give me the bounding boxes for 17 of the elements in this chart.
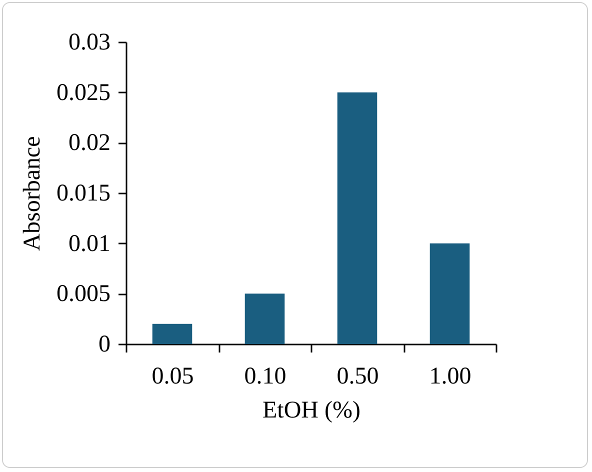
x-tick-label: 0.50: [336, 364, 379, 390]
y-tick-label: 0.01: [68, 230, 110, 257]
y-tick-label: 0: [98, 332, 110, 358]
y-tick-label: 0.03: [68, 30, 110, 56]
x-axis-title: EtOH (%): [262, 398, 360, 424]
y-tick-label: 0.02: [68, 130, 110, 156]
y-tick-label: 0.015: [56, 180, 110, 206]
bar: [244, 294, 285, 344]
y-tick-label: 0.005: [56, 281, 110, 308]
bar: [152, 324, 192, 344]
x-tick-label: 1.00: [429, 364, 472, 390]
bar: [430, 243, 470, 344]
x-tick-label: 0.05: [152, 364, 194, 390]
x-tick-label: 0.10: [244, 364, 286, 390]
y-tick-label: 0.025: [56, 80, 110, 106]
y-axis-title: Absorbance: [20, 136, 46, 251]
bar: [337, 92, 378, 344]
